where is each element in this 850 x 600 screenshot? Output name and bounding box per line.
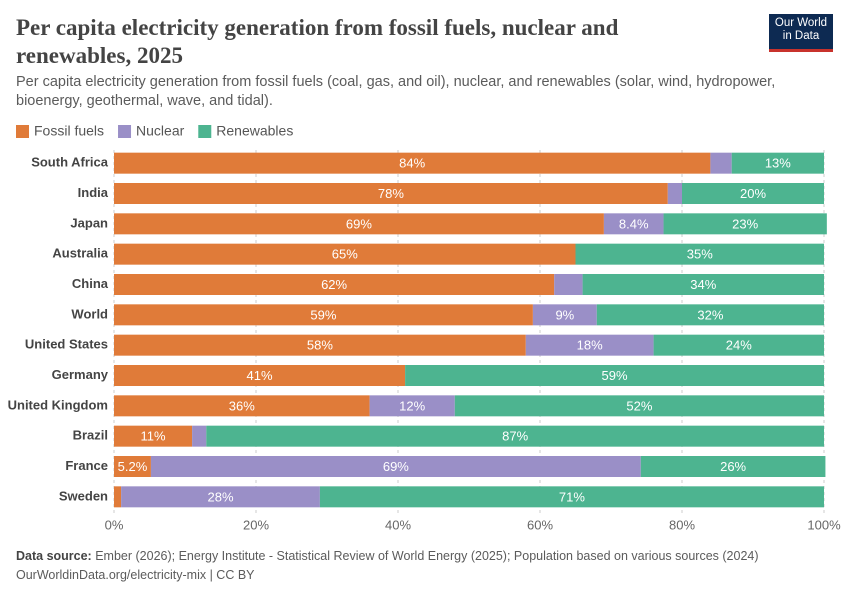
bar-segment [192, 425, 207, 447]
data-label: 9% [555, 307, 574, 322]
bar-segment [114, 425, 193, 447]
data-label: 13% [765, 156, 791, 171]
x-tick-label: 100% [807, 517, 841, 532]
data-label: 62% [321, 277, 347, 292]
bar-segment [454, 395, 824, 417]
bar-segment [554, 274, 583, 295]
logo-text: Our World [774, 17, 828, 29]
bar-segment [114, 274, 555, 295]
y-tick-label: France [65, 458, 108, 473]
bar-segment [114, 486, 122, 508]
legend-swatch [118, 125, 132, 138]
data-label: 84% [399, 156, 425, 171]
bar-segment [663, 213, 827, 235]
bar-segment [405, 365, 824, 386]
bar-segment [596, 304, 824, 326]
legend-label: Nuclear [136, 123, 185, 139]
x-tick-label: 40% [385, 517, 411, 532]
bar-segment [150, 456, 641, 477]
data-label: 11% [141, 429, 166, 444]
legend-swatch [198, 125, 212, 138]
y-tick-label: World [71, 306, 108, 321]
data-label: 87% [502, 429, 528, 444]
x-tick-label: 20% [243, 517, 269, 532]
y-tick-label: Sweden [59, 488, 108, 503]
legend-swatch [16, 125, 29, 138]
y-tick-label: Germany [52, 367, 109, 382]
data-label: 71% [559, 489, 585, 504]
y-tick-label: United Kingdom [8, 397, 108, 412]
logo-text: in Data [782, 30, 820, 42]
bar-segment [653, 334, 824, 356]
data-label: 78% [378, 186, 404, 201]
bar-segment [114, 334, 526, 356]
data-label: 58% [307, 338, 333, 353]
bar-segment [114, 395, 370, 417]
bar-segment [114, 213, 604, 235]
data-label: 28% [207, 489, 233, 504]
bar-segment [114, 183, 668, 204]
data-label: 12% [399, 398, 425, 413]
source: Ember (2026); Energy Institute - Statist… [95, 549, 759, 563]
source-label: Data source: [16, 549, 92, 563]
data-label: 26% [720, 459, 746, 474]
url[interactable]: OurWorldinData.org/electricity-mix | CC … [16, 568, 255, 582]
bar-segment [114, 365, 406, 386]
y-tick-label: India [78, 185, 109, 200]
bar-segment [640, 456, 826, 477]
data-label: 5.2% [118, 459, 148, 474]
legend-label: Fossil fuels [34, 123, 104, 139]
y-tick-label: Australia [52, 246, 108, 261]
bar-segment [532, 304, 597, 326]
bar-segment [575, 243, 824, 265]
bar-segment [731, 152, 824, 174]
data-label: 69% [346, 216, 372, 231]
data-label: 59% [310, 307, 336, 322]
bar-segment [710, 152, 732, 174]
data-label: 59% [602, 368, 628, 383]
bar-segment [582, 274, 824, 295]
bar-segment [114, 304, 533, 326]
data-label: 52% [626, 398, 652, 413]
data-label: 69% [383, 459, 409, 474]
x-tick-label: 0% [105, 517, 124, 532]
data-label: 8.4% [619, 216, 649, 231]
bar-segment [206, 425, 825, 447]
bar-segment [369, 395, 455, 417]
bar-segment [667, 183, 682, 204]
y-tick-label: United States [25, 337, 108, 352]
footer: Data source: Ember (2026); Energy Instit… [16, 547, 759, 585]
data-label: 36% [229, 398, 255, 413]
logo[interactable]: Our World in Data [769, 14, 833, 52]
bar-segment [319, 486, 824, 508]
y-tick-label: China [72, 276, 109, 291]
y-tick-label: South Africa [31, 155, 109, 170]
chart-subtitle: Per capita electricity generation from f… [16, 74, 776, 109]
chart-title: Per capita electricity generation from f… [16, 15, 619, 68]
data-label: 23% [732, 216, 758, 231]
data-label: 24% [726, 338, 752, 353]
data-label: 65% [332, 247, 358, 262]
bar-segment [114, 243, 576, 265]
data-label: 18% [577, 338, 603, 353]
data-label: 34% [690, 277, 716, 292]
bar-segment [114, 456, 151, 477]
legend-label: Renewables [216, 123, 293, 139]
data-label: 20% [740, 186, 766, 201]
bar-segment [525, 334, 654, 356]
bar-segment [682, 183, 824, 204]
data-label: 41% [247, 368, 273, 383]
y-tick-label: Japan [70, 215, 108, 230]
bar-segment [121, 486, 320, 508]
x-tick-label: 80% [669, 517, 695, 532]
bar-segment [114, 152, 711, 174]
data-label: 35% [687, 247, 713, 262]
x-tick-label: 60% [527, 517, 553, 532]
y-tick-label: Brazil [73, 428, 108, 443]
bar-segment [603, 213, 664, 235]
data-label: 32% [697, 307, 723, 322]
